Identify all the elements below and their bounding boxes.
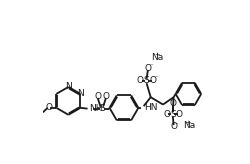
Text: ⁻: ⁻ (175, 122, 178, 128)
Text: O: O (144, 64, 152, 73)
Text: NH: NH (90, 104, 103, 113)
Text: O: O (46, 103, 52, 112)
Text: S: S (170, 110, 176, 119)
Text: N: N (77, 89, 84, 98)
Text: N: N (65, 82, 72, 91)
Text: S: S (144, 76, 150, 85)
Text: Na: Na (151, 53, 164, 62)
Text: +: + (186, 120, 191, 126)
Text: Na: Na (183, 121, 195, 130)
Text: HN: HN (144, 103, 157, 112)
Text: O: O (163, 110, 170, 119)
Text: O: O (169, 99, 176, 108)
Text: O: O (176, 110, 183, 119)
Text: ⁻: ⁻ (149, 63, 152, 70)
Text: O: O (149, 76, 156, 85)
Text: S: S (99, 104, 105, 113)
Text: O: O (170, 122, 177, 131)
Text: O: O (102, 92, 110, 101)
Text: O: O (137, 76, 144, 85)
Text: O: O (94, 92, 101, 101)
Text: +: + (154, 52, 160, 58)
Text: ⁻: ⁻ (154, 76, 158, 82)
